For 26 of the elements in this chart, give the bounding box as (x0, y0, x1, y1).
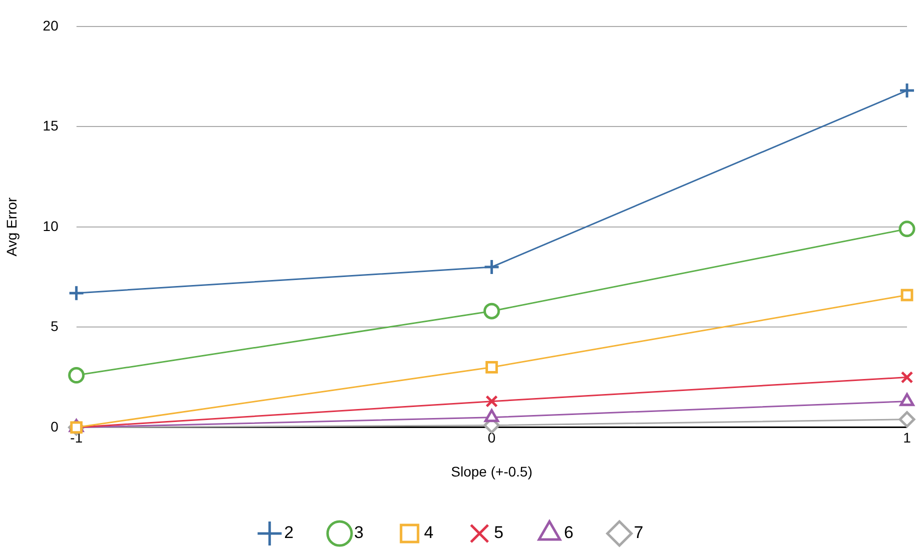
y-tick-label: 0 (50, 418, 59, 434)
legend-label: 5 (494, 523, 504, 542)
point (485, 395, 498, 408)
x-axis-title: Slope (+-0.5) (451, 463, 532, 480)
point (898, 411, 916, 428)
legend-label: 2 (284, 523, 294, 542)
point (898, 220, 916, 238)
legend-label: 4 (424, 523, 434, 542)
legend-label: 7 (634, 523, 644, 542)
legend-label: 3 (354, 523, 364, 542)
x-tick-label: 0 (488, 430, 496, 446)
point (68, 284, 85, 302)
legend-label: 6 (564, 523, 574, 542)
point (485, 361, 498, 374)
x-tick-label: 1 (903, 430, 912, 446)
point (483, 258, 500, 276)
y-tick-label: 10 (42, 218, 59, 234)
point (900, 288, 914, 302)
y-tick-label: 15 (42, 118, 59, 134)
y-tick-label: 20 (42, 17, 59, 34)
y-axis-title: Avg Error (3, 197, 20, 256)
point (900, 371, 914, 384)
point (483, 302, 500, 320)
point (898, 82, 916, 99)
point (68, 367, 85, 384)
y-tick-label: 5 (50, 318, 59, 334)
